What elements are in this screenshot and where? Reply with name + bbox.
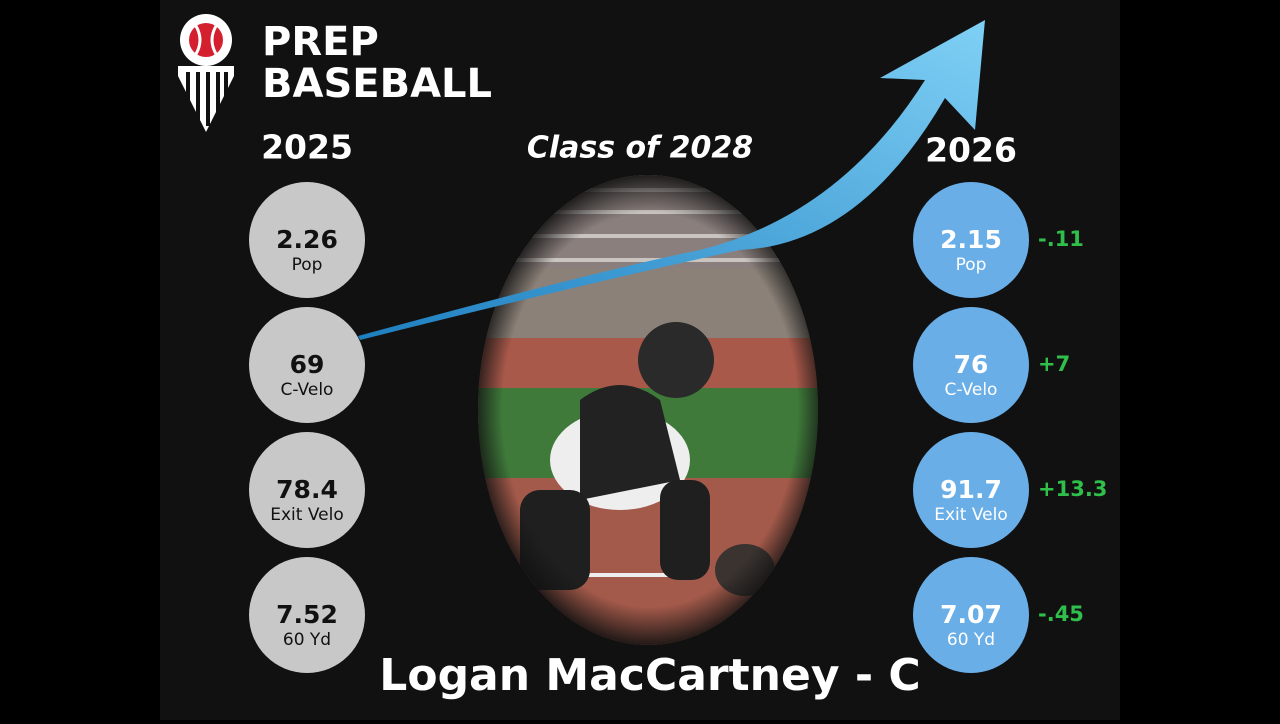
stat-value: 78.4	[276, 475, 338, 504]
player-name: Logan MacCartney - C	[379, 650, 920, 701]
trend-arrow	[358, 20, 985, 340]
stat-circle	[249, 557, 365, 673]
stat-circle	[913, 557, 1029, 673]
stat-change: +7	[1038, 352, 1070, 376]
stat-label: Pop	[956, 255, 987, 275]
stat-label: C-Velo	[945, 380, 998, 400]
stat-value: 7.07	[940, 600, 1002, 629]
stat-value: 91.7	[940, 475, 1002, 504]
stat-circle	[249, 307, 365, 423]
year-label: 2025	[261, 128, 353, 167]
stat-circle	[249, 182, 365, 298]
stat-circle	[913, 432, 1029, 548]
stat-circle	[249, 432, 365, 548]
year-label: 2026	[925, 131, 1017, 170]
stat-value: 76	[954, 350, 989, 379]
stat-label: 60 Yd	[283, 630, 331, 650]
stat-label: Pop	[292, 255, 323, 275]
stat-label: Exit Velo	[934, 505, 1008, 525]
stat-label: 60 Yd	[947, 630, 995, 650]
logo-text: PREP	[262, 19, 379, 65]
stat-circle	[913, 307, 1029, 423]
logo: PREP BASEBALL	[178, 14, 492, 132]
stat-change: -.11	[1038, 227, 1084, 251]
stat-change: +13.3	[1038, 477, 1107, 501]
stat-value: 2.15	[940, 225, 1002, 254]
logo-text: BASEBALL	[262, 61, 492, 107]
stat-change: -.45	[1038, 602, 1084, 626]
stat-value: 69	[290, 350, 325, 379]
class-label: Class of 2028	[527, 131, 753, 166]
stat-value: 2.26	[276, 225, 338, 254]
stat-value: 7.52	[276, 600, 338, 629]
stat-circle	[913, 182, 1029, 298]
stat-label: C-Velo	[281, 380, 334, 400]
stat-label: Exit Velo	[270, 505, 344, 525]
